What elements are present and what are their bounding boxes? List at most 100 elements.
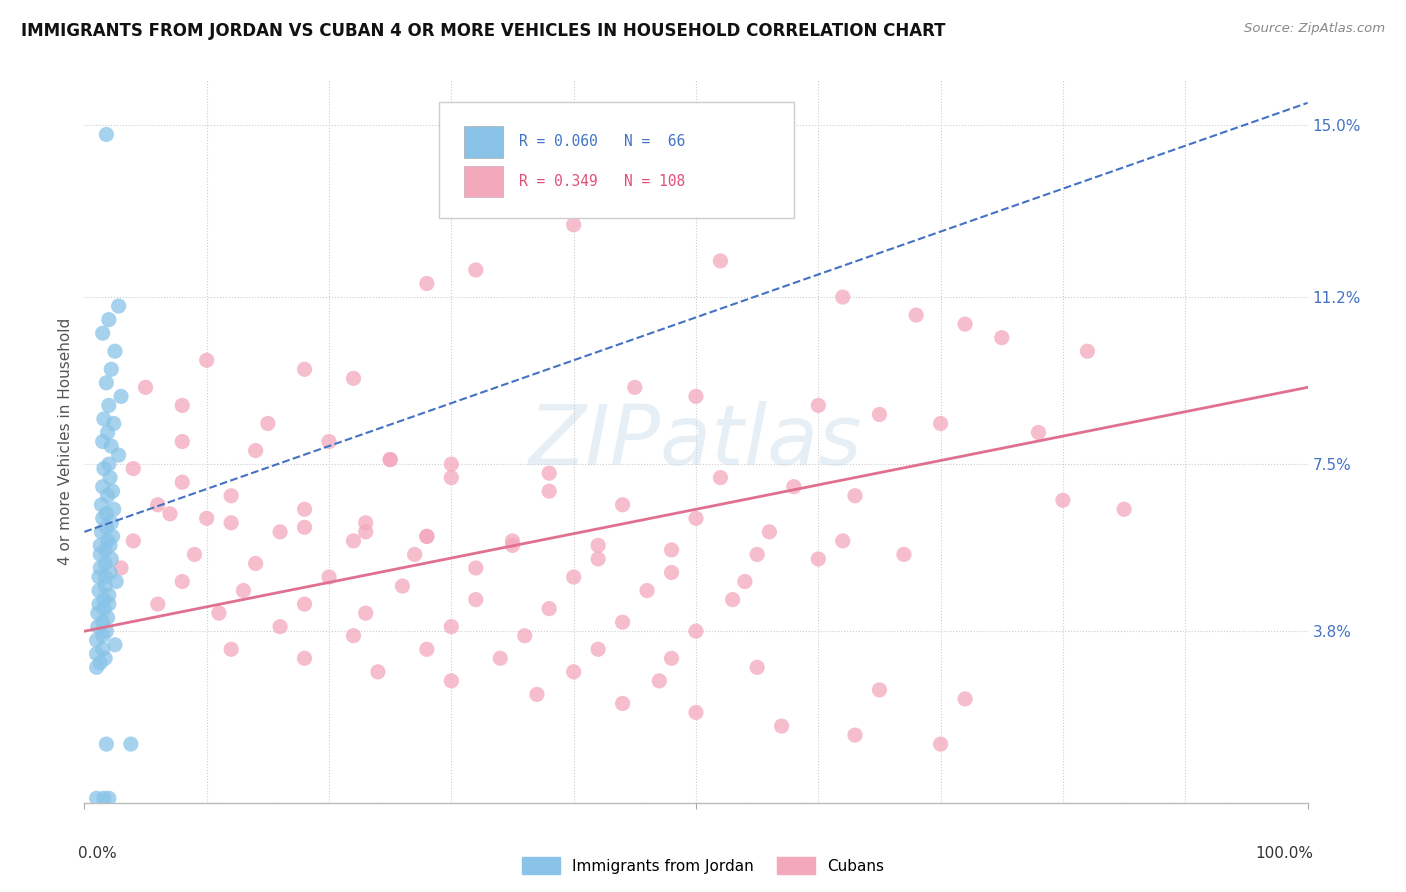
Legend: Immigrants from Jordan, Cubans: Immigrants from Jordan, Cubans xyxy=(516,851,890,880)
Point xyxy=(391,579,413,593)
Point xyxy=(94,557,117,571)
Point xyxy=(89,561,111,575)
Point xyxy=(440,471,463,485)
Point xyxy=(342,371,364,385)
Point xyxy=(172,434,194,449)
Point xyxy=(354,606,377,620)
Point xyxy=(636,583,658,598)
Point xyxy=(661,566,683,580)
Point xyxy=(94,579,117,593)
Point xyxy=(404,548,426,562)
Point xyxy=(91,629,114,643)
Point xyxy=(464,263,486,277)
Point xyxy=(1052,493,1074,508)
Point xyxy=(1028,425,1050,440)
Point xyxy=(269,620,291,634)
Text: 0.0%: 0.0% xyxy=(79,847,117,861)
Point xyxy=(107,299,129,313)
Point xyxy=(86,647,108,661)
Point xyxy=(103,502,125,516)
Point xyxy=(416,529,439,543)
Point xyxy=(101,529,124,543)
Point xyxy=(110,561,132,575)
Text: 100.0%: 100.0% xyxy=(1256,847,1313,861)
Point xyxy=(464,592,486,607)
Point xyxy=(294,520,316,534)
Point xyxy=(87,583,110,598)
Point xyxy=(245,443,267,458)
Point xyxy=(269,524,291,539)
Point xyxy=(747,548,769,562)
Point xyxy=(831,290,853,304)
Point xyxy=(354,524,377,539)
Point xyxy=(96,624,118,639)
Point xyxy=(513,629,536,643)
Point xyxy=(502,538,524,552)
Point xyxy=(100,552,122,566)
Point xyxy=(538,601,561,615)
Point xyxy=(93,412,115,426)
Point xyxy=(380,452,402,467)
Point xyxy=(807,552,830,566)
Point xyxy=(685,389,707,403)
Point xyxy=(96,376,118,390)
Point xyxy=(103,417,125,431)
Point xyxy=(685,706,707,720)
Point xyxy=(100,362,122,376)
Point xyxy=(416,642,439,657)
Point xyxy=(734,574,756,589)
Point xyxy=(440,620,463,634)
Point xyxy=(97,610,120,624)
Point xyxy=(94,651,117,665)
Point xyxy=(294,362,316,376)
Point xyxy=(709,253,731,268)
Point xyxy=(586,642,609,657)
Point xyxy=(232,583,254,598)
Point xyxy=(97,425,120,440)
Y-axis label: 4 or more Vehicles in Household: 4 or more Vehicles in Household xyxy=(58,318,73,566)
Point xyxy=(122,461,145,475)
Point xyxy=(929,737,952,751)
Point xyxy=(104,344,127,359)
Point xyxy=(245,557,267,571)
Point xyxy=(89,656,111,670)
Point xyxy=(342,533,364,548)
Point xyxy=(94,570,117,584)
Point xyxy=(93,461,115,475)
Point xyxy=(929,417,952,431)
Point xyxy=(294,651,316,665)
Point xyxy=(440,457,463,471)
Point xyxy=(146,597,169,611)
Point xyxy=(991,331,1014,345)
FancyBboxPatch shape xyxy=(464,166,503,197)
Point xyxy=(96,128,118,142)
Point xyxy=(747,660,769,674)
Point xyxy=(100,439,122,453)
Point xyxy=(905,308,928,322)
Point xyxy=(869,682,891,697)
Point xyxy=(367,665,389,679)
Point xyxy=(1076,344,1098,359)
Point xyxy=(172,398,194,412)
Point xyxy=(219,516,242,530)
Point xyxy=(342,629,364,643)
Point xyxy=(257,417,280,431)
Point xyxy=(107,448,129,462)
Point xyxy=(562,665,585,679)
Point xyxy=(318,570,340,584)
Text: IMMIGRANTS FROM JORDAN VS CUBAN 4 OR MORE VEHICLES IN HOUSEHOLD CORRELATION CHAR: IMMIGRANTS FROM JORDAN VS CUBAN 4 OR MOR… xyxy=(21,22,946,40)
Point xyxy=(416,277,439,291)
Point xyxy=(770,719,793,733)
Point xyxy=(586,552,609,566)
Point xyxy=(685,624,707,639)
Point xyxy=(526,687,548,701)
Point xyxy=(783,480,806,494)
Text: Source: ZipAtlas.com: Source: ZipAtlas.com xyxy=(1244,22,1385,36)
Point xyxy=(87,620,110,634)
Point xyxy=(648,673,671,688)
Point xyxy=(183,548,205,562)
Point xyxy=(562,570,585,584)
Point xyxy=(831,533,853,548)
Point xyxy=(96,520,118,534)
Point xyxy=(294,597,316,611)
